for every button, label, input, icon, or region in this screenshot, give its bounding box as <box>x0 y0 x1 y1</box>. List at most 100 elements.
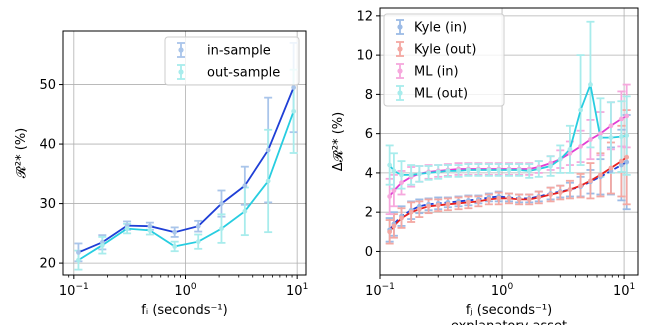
data-point <box>598 135 603 140</box>
data-point <box>496 196 502 201</box>
data-point <box>496 167 502 173</box>
data-point <box>588 178 593 184</box>
x-tick-label: 101 <box>286 282 308 299</box>
y-tick-label: 30 <box>39 197 56 212</box>
data-point <box>486 167 492 173</box>
data-point <box>172 244 178 249</box>
data-point <box>624 133 630 139</box>
legend-item: out-sample <box>177 64 280 81</box>
data-point <box>475 198 481 204</box>
data-point <box>618 116 624 122</box>
data-point <box>486 197 492 202</box>
data-point <box>624 154 630 160</box>
data-point <box>465 167 471 173</box>
data-point <box>516 167 522 173</box>
y-axis-label: 𝓡²* (%) <box>14 128 29 178</box>
data-point <box>506 167 512 173</box>
data-point <box>618 134 624 139</box>
y-tick-label: 6 <box>365 127 373 142</box>
data-point <box>608 165 614 171</box>
legend-box <box>383 13 505 107</box>
data-point <box>456 168 461 174</box>
data-point <box>536 166 542 172</box>
data-point <box>195 223 201 229</box>
legend-item: in-sample <box>177 42 271 59</box>
data-point <box>516 197 522 202</box>
series-1-errorbars <box>385 109 631 245</box>
data-point <box>242 183 248 189</box>
x-tick-label: 10−1 <box>59 282 89 299</box>
series-1-errorbars <box>74 68 298 271</box>
y-tick-label: 10 <box>356 49 373 64</box>
x-tick-label: 100 <box>174 282 197 299</box>
legend-marker <box>397 24 403 30</box>
data-point <box>456 200 461 206</box>
data-point <box>399 215 404 221</box>
data-point <box>536 195 542 200</box>
data-point <box>387 229 393 235</box>
data-point <box>172 229 178 235</box>
x-tick-label: 101 <box>613 282 635 299</box>
y-tick-label: 40 <box>39 138 56 153</box>
legend-label: out-sample <box>207 66 280 81</box>
data-point <box>526 197 532 202</box>
y-tick-label: 4 <box>365 166 373 181</box>
data-point <box>399 172 404 178</box>
legend-label: ML (in) <box>414 65 459 80</box>
left-chart: 20 30 40 50 10−1 100 101 fᵢ (seconds⁻¹) 𝓡²* (%) i… <box>14 30 308 318</box>
data-point <box>408 172 414 178</box>
data-point <box>195 239 201 245</box>
legend-marker <box>397 90 403 96</box>
data-point <box>219 226 224 231</box>
data-point <box>435 202 441 208</box>
data-point <box>598 172 603 178</box>
data-point <box>435 169 441 175</box>
data-point <box>391 168 397 174</box>
data-point <box>567 146 573 152</box>
data-point <box>445 201 451 207</box>
data-point <box>475 167 481 173</box>
legend-item: ML (in) <box>396 63 459 80</box>
data-point <box>242 208 248 214</box>
plot-frame <box>62 30 307 276</box>
y-tick-label: 12 <box>356 9 373 24</box>
data-point <box>526 168 532 174</box>
data-point <box>548 163 554 169</box>
data-point <box>578 144 583 149</box>
data-point <box>465 199 471 205</box>
x-tick-label: 100 <box>491 282 514 299</box>
plot-frame <box>379 7 639 276</box>
series-line-1 <box>77 110 295 261</box>
data-point <box>76 257 81 263</box>
data-point <box>408 209 414 215</box>
y-tick-label: 8 <box>365 88 373 103</box>
y-tick-label: 50 <box>39 78 56 93</box>
y-tick-label: 2 <box>365 206 373 221</box>
legend-item: Kyle (out) <box>396 41 476 58</box>
data-point <box>99 242 105 248</box>
data-point <box>416 171 422 177</box>
data-point <box>391 188 397 193</box>
data-point <box>557 190 563 195</box>
legend-box <box>164 36 300 86</box>
legend-item: ML (out) <box>396 85 468 102</box>
data-point <box>506 196 512 201</box>
data-point <box>291 85 297 90</box>
data-point <box>618 162 624 168</box>
data-point <box>76 249 81 255</box>
x-axis-label: fⱼ (seconds⁻¹) <box>466 303 552 318</box>
legend-item: Kyle (in) <box>396 19 467 36</box>
legend-marker <box>397 68 403 74</box>
data-point <box>147 223 153 229</box>
data-point <box>624 113 630 119</box>
data-point <box>387 194 393 199</box>
data-point <box>578 107 583 113</box>
data-point <box>124 226 130 231</box>
data-point <box>608 135 614 140</box>
data-point <box>291 108 297 114</box>
data-point <box>588 82 593 87</box>
data-point <box>624 159 630 165</box>
data-point <box>445 168 451 174</box>
data-point <box>426 170 431 176</box>
